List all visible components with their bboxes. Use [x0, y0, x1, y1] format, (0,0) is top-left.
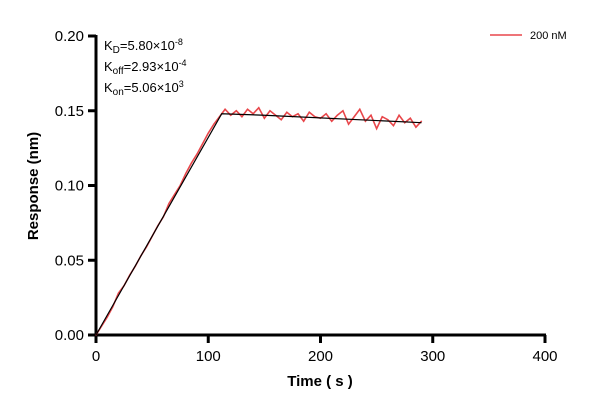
data-point	[224, 108, 226, 110]
fit-curve	[95, 113, 422, 336]
axes: 0 100 200 300 400 0.00 0.05 0.10 0.15 0.20	[55, 28, 558, 365]
data-point	[286, 111, 288, 113]
series-layer	[95, 106, 423, 336]
data-point	[241, 116, 243, 118]
annotation-line: Koff=2.93×10-4	[104, 58, 187, 77]
data-point	[207, 132, 209, 134]
data-point	[303, 120, 305, 122]
data-point	[190, 162, 193, 164]
data-point	[185, 172, 187, 175]
data-point	[347, 123, 350, 125]
data-point	[196, 153, 198, 155]
data-point	[353, 116, 355, 118]
data-point	[398, 114, 400, 116]
data-point	[342, 110, 344, 112]
y-tick-label: 0.05	[55, 252, 84, 269]
data-point	[415, 126, 417, 128]
data-point	[269, 110, 271, 112]
data-point	[420, 120, 423, 122]
x-tick-label: 300	[420, 348, 445, 365]
data-point	[336, 114, 338, 116]
data-point	[376, 128, 378, 130]
legend: 200 nM	[490, 30, 567, 42]
data-point	[173, 193, 176, 196]
data-point	[308, 111, 310, 113]
x-axis-label: Time ( s )	[287, 373, 353, 390]
data-point	[117, 292, 120, 294]
data-series-200nm	[95, 106, 423, 336]
y-tick-label: 0.15	[55, 103, 84, 120]
data-point	[263, 117, 265, 119]
data-point	[202, 143, 204, 145]
y-tick-label: 0.10	[55, 178, 84, 195]
data-point	[168, 202, 170, 205]
data-point	[370, 114, 372, 116]
data-point	[230, 114, 232, 116]
legend-label-200nm: 200 nM	[530, 30, 567, 42]
data-point	[213, 123, 215, 125]
data-point	[364, 120, 366, 122]
data-point	[258, 107, 260, 109]
data-point	[381, 116, 383, 118]
data-point	[387, 119, 389, 121]
y-axis-label: Response (nm)	[25, 132, 42, 240]
data-point	[392, 125, 395, 127]
data-point	[246, 108, 249, 110]
x-tick-label: 400	[532, 348, 557, 365]
data-point	[409, 117, 411, 119]
kinetic-constants-annotation: KD=5.80×10-8 Koff=2.93×10-4 Kon=5.06×103	[104, 37, 187, 98]
data-point	[359, 108, 361, 110]
data-point	[280, 119, 282, 121]
data-point	[325, 113, 327, 115]
y-tick-label: 0.00	[55, 327, 84, 344]
x-tick-label: 100	[196, 348, 221, 365]
data-point	[297, 113, 299, 115]
x-tick-label: 0	[92, 348, 100, 365]
annotation-line: Kon=5.06×103	[104, 79, 184, 98]
data-point	[252, 113, 254, 115]
data-point	[235, 110, 237, 112]
x-tick-label: 200	[308, 348, 333, 365]
data-point	[331, 120, 333, 122]
y-tick-label: 0.20	[55, 28, 84, 45]
annotation-line: KD=5.80×10-8	[104, 37, 183, 56]
